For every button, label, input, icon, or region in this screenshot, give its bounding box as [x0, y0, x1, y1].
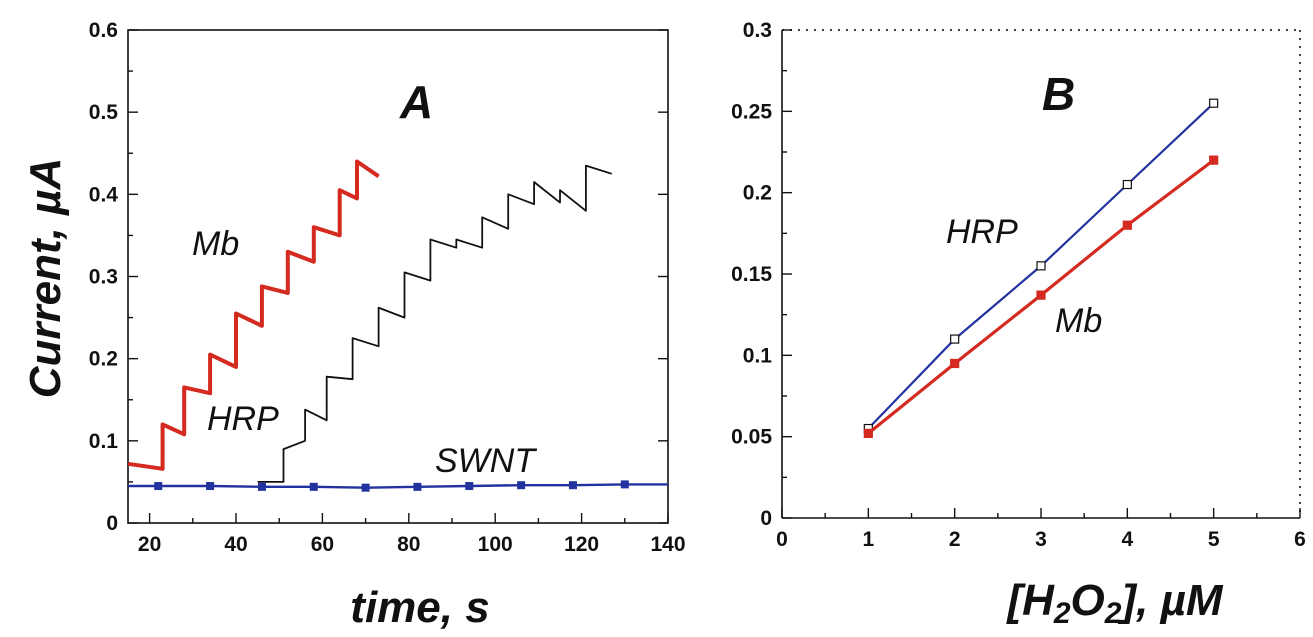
data-point-hrp	[1036, 261, 1046, 271]
x-tick-label: 60	[311, 533, 334, 556]
panel-letter-a: A	[399, 76, 433, 128]
data-point-swnt	[413, 482, 422, 491]
chart-panel-b: 0 1 2 3 4 5 6 0 0.05 0.1 0.15 0.2 0.25 0.3 B HRP Mb […	[731, 19, 1306, 630]
data-point-swnt	[257, 482, 266, 491]
data-point-mb	[863, 428, 873, 439]
curve-label-swnt-a: SWNT	[435, 442, 537, 480]
y-axis-title-a: Current, µA	[21, 158, 70, 398]
data-point-swnt	[154, 482, 163, 491]
y-tick-label: 0.2	[89, 348, 118, 371]
y-tick-label: 0.25	[731, 100, 772, 123]
data-point-swnt	[309, 482, 318, 491]
x-tick-label: 4	[1121, 528, 1133, 551]
x-tick-label: 40	[224, 533, 247, 556]
axis-ticks-a: 20 40 60 80 100 120 140 0 0.1 0.2 0.3 0.4 0.5 0.6	[89, 19, 686, 556]
data-point-swnt	[206, 482, 215, 491]
series-line-swnt	[128, 483, 668, 489]
x-tick-label: 100	[478, 533, 513, 556]
curve-label-hrp-a: HRP	[207, 400, 279, 438]
series-line-mb	[127, 159, 380, 471]
y-tick-label: 0.4	[89, 183, 119, 206]
y-tick-label: 0.5	[89, 101, 119, 124]
data-point-mb	[1122, 220, 1132, 230]
data-point-hrp	[1209, 98, 1219, 108]
curve-label-hrp-b: HRP	[946, 213, 1018, 251]
x-tick-label: 80	[397, 533, 420, 556]
y-tick-label: 0	[106, 512, 118, 535]
data-point-swnt	[568, 481, 577, 490]
curve-label-mb-b: Mb	[1055, 302, 1102, 340]
y-tick-label: 0.15	[731, 263, 772, 286]
x-tick-label: 1	[862, 528, 874, 551]
y-tick-label: 0.3	[743, 19, 772, 42]
y-tick-label: 0.1	[89, 430, 119, 453]
y-tick-label: 0.3	[89, 266, 118, 289]
series-group-a	[127, 159, 668, 492]
x-tick-label: 5	[1208, 528, 1220, 551]
data-point-swnt	[361, 483, 370, 492]
x-axis-title-b: [H2O2], µM	[1005, 576, 1224, 630]
x-tick-label: 120	[564, 533, 599, 556]
y-tick-label: 0.05	[731, 426, 772, 449]
x-tick-label: 2	[949, 528, 961, 551]
data-point-mb	[950, 358, 960, 369]
data-point-hrp	[1122, 179, 1132, 190]
y-tick-label: 0.2	[743, 182, 772, 205]
x-tick-label: 6	[1294, 528, 1306, 551]
y-tick-label: 0.1	[743, 344, 773, 367]
x-tick-label: 20	[138, 533, 161, 556]
series-group-b	[863, 98, 1219, 439]
data-point-swnt	[620, 480, 629, 489]
data-point-mb	[1036, 290, 1046, 300]
x-axis-title-a: time, s	[350, 583, 489, 632]
x-tick-label: 0	[776, 528, 788, 551]
plot-frame-a	[127, 29, 669, 524]
y-tick-label: 0.6	[89, 19, 118, 42]
x-tick-label: 3	[1035, 528, 1047, 551]
data-point-swnt	[465, 482, 474, 491]
data-point-mb	[1209, 155, 1219, 165]
curve-label-mb-a: Mb	[192, 225, 239, 263]
x-tick-label: 140	[650, 533, 685, 556]
chart-panel-a: 20 40 60 80 100 120 140 0 0.1 0.2 0.3 0.4 0.5 0.6 A M…	[21, 19, 686, 632]
data-point-hrp	[950, 334, 960, 344]
series-line-hrp	[257, 164, 613, 483]
panel-letter-b: B	[1042, 68, 1075, 120]
y-tick-label: 0	[760, 507, 772, 530]
axis-ticks-b: 0 1 2 3 4 5 6 0 0.05 0.1 0.15 0.2 0.25 0.3	[731, 19, 1306, 551]
data-point-swnt	[517, 481, 526, 490]
